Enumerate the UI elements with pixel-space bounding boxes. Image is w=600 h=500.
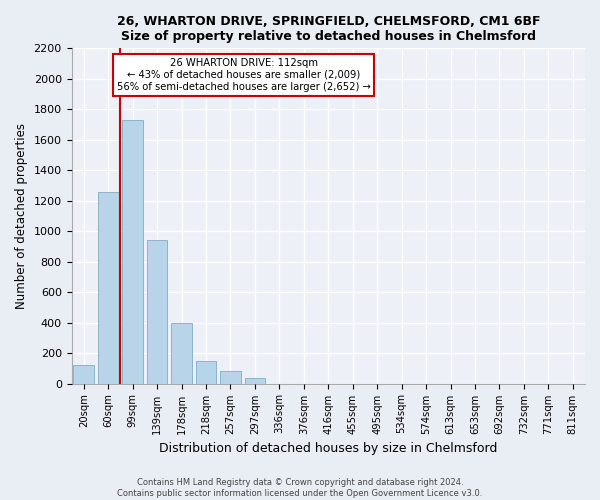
Bar	[171, 322, 192, 384]
Bar	[245, 378, 265, 384]
Bar	[73, 366, 94, 384]
Y-axis label: Number of detached properties: Number of detached properties	[15, 123, 28, 309]
Bar	[147, 240, 167, 384]
Text: 26 WHARTON DRIVE: 112sqm
← 43% of detached houses are smaller (2,009)
56% of sem: 26 WHARTON DRIVE: 112sqm ← 43% of detach…	[116, 58, 370, 92]
Bar	[122, 120, 143, 384]
X-axis label: Distribution of detached houses by size in Chelmsford: Distribution of detached houses by size …	[159, 442, 497, 455]
Bar	[196, 360, 217, 384]
Text: Contains HM Land Registry data © Crown copyright and database right 2024.
Contai: Contains HM Land Registry data © Crown c…	[118, 478, 482, 498]
Bar	[98, 192, 119, 384]
Title: 26, WHARTON DRIVE, SPRINGFIELD, CHELMSFORD, CM1 6BF
Size of property relative to: 26, WHARTON DRIVE, SPRINGFIELD, CHELMSFO…	[116, 15, 540, 43]
Bar	[220, 372, 241, 384]
